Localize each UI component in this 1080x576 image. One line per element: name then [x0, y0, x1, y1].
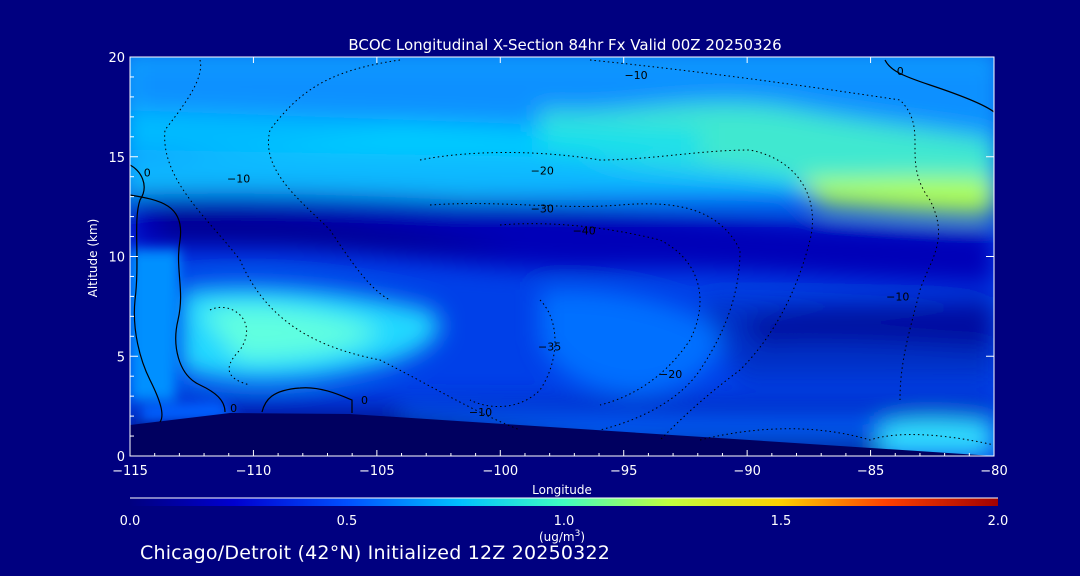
x-tick-label: −110	[236, 464, 272, 479]
y-axis: 0 5 10 15 20	[108, 51, 994, 465]
contour-0-right	[884, 59, 994, 113]
contour-0-lowleft	[261, 387, 353, 413]
contour-label: −35	[538, 340, 561, 353]
footer-caption: Chicago/Detroit (42°N) Initialized 12Z 2…	[140, 542, 611, 564]
contour-m30	[429, 203, 741, 431]
x-tick-label: −115	[112, 464, 148, 479]
contour-m10-top	[268, 59, 401, 301]
y-tick-label: 15	[108, 151, 125, 166]
y-tick-label: 10	[108, 251, 125, 266]
contour-label: −30	[531, 203, 554, 216]
colorbar-tick-label: 0.5	[337, 514, 358, 529]
x-tick-label: −90	[733, 464, 760, 479]
contour-label: 0	[897, 65, 904, 78]
contour-m10-low	[209, 306, 251, 386]
contour-0-left-inner	[130, 194, 226, 413]
contour-label: 0	[144, 167, 151, 180]
y-tick-label: 20	[108, 51, 125, 66]
x-axis-label: Longitude	[532, 483, 592, 497]
colorbar-unit-label: (ug/m3)	[539, 529, 585, 544]
heatmap-field	[130, 57, 994, 456]
contour-label: −20	[659, 368, 682, 381]
contour-m35	[469, 299, 556, 408]
contour-label: −10	[886, 290, 909, 303]
contour-labels: −10 −10 −20 −30 −40 −35 −20 −10 −10 0 0 0 0	[144, 65, 910, 419]
colorbar-tick-label: 2.0	[988, 514, 1009, 529]
contour-label: −40	[573, 225, 596, 238]
colorbar-tick-label: 0.0	[120, 514, 141, 529]
contour-label: −20	[531, 165, 554, 178]
colorbar-tick-label: 1.5	[771, 514, 792, 529]
contour-label: −10	[469, 406, 492, 419]
x-tick-label: −95	[610, 464, 637, 479]
x-axis: −115 −110 −105 −100 −95 −90 −85 −80	[112, 57, 1008, 479]
colorbar-gradient	[130, 498, 998, 506]
contour-m10-right	[589, 59, 939, 401]
x-tick-label: −80	[980, 464, 1007, 479]
contour-label: 0	[361, 394, 368, 407]
colorbar-tick-label: 1.0	[554, 514, 575, 529]
contour-lines	[130, 59, 994, 446]
x-tick-label: −105	[359, 464, 395, 479]
contour-label: 0	[230, 402, 237, 415]
contour-m20	[419, 149, 813, 441]
x-tick-label: −85	[857, 464, 884, 479]
y-tick-label: 0	[117, 450, 125, 465]
contour-label: −10	[227, 173, 250, 186]
chart-title: BCOC Longitudinal X-Section 84hr Fx Vali…	[348, 36, 781, 54]
contour-0-left-outer	[130, 164, 163, 423]
colorbar: 0.0 0.5 1.0 1.5 2.0 (ug/m3)	[120, 497, 1009, 544]
contour-label: −10	[624, 69, 647, 82]
contour-m40	[499, 223, 701, 406]
y-axis-label: Altitude (km)	[86, 219, 100, 298]
colorbar-ticks: 0.0 0.5 1.0 1.5 2.0	[120, 514, 1009, 529]
x-tick-label: −100	[482, 464, 518, 479]
y-tick-label: 5	[117, 350, 125, 365]
contour-low-right	[699, 428, 994, 446]
